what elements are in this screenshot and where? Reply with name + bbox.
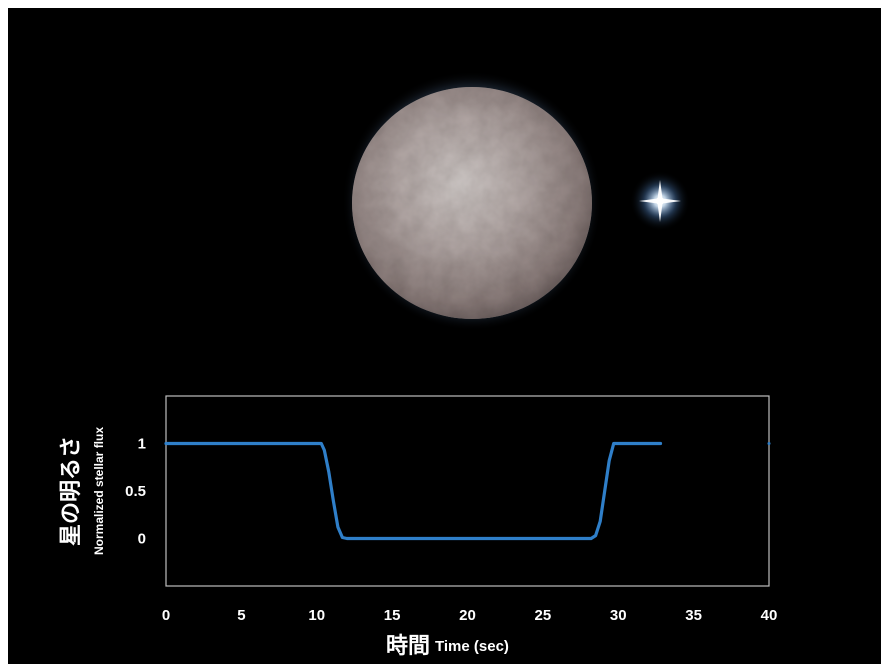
background-star [630,171,690,231]
slide-frame: 0 5 10 15 20 25 30 35 40 0 0.5 1 時間 Time (sec) 星の明… [8,8,881,664]
series-line [164,441,663,541]
x-tick-label: 25 [535,607,552,624]
y-tick-label: 1 [138,436,146,453]
asteroid-image [342,71,602,331]
space-scene [342,71,690,331]
x-tick-label: 0 [162,607,170,624]
x-tick-label: 30 [610,607,627,624]
x-tick-label: 40 [761,607,778,624]
x-tick-label: 35 [685,607,702,624]
plot-area [165,395,770,587]
flux-chart: 0 5 10 15 20 25 30 35 40 00.51 時間 Time (sec) 星の明… [58,395,778,658]
x-tick-label: 20 [459,607,476,624]
y-axis-title-en: Normalized stellar flux [92,427,106,555]
x-axis-title-ja: 時間 [386,633,430,658]
right-edge-mark [767,442,771,445]
x-tick-label: 15 [384,607,401,624]
x-tick-label: 5 [237,607,245,624]
y-axis-ticks: 00.51 [125,436,146,548]
y-axis-title-ja: 星の明るさ [58,436,83,546]
y-tick-label: 0 [138,531,146,548]
x-axis-ticks: 0 5 10 15 20 25 30 35 40 [162,607,778,624]
x-tick-label: 10 [308,607,325,624]
y-tick-label: 0.5 [125,483,146,500]
x-axis-title-en: Time (sec) [435,638,509,655]
